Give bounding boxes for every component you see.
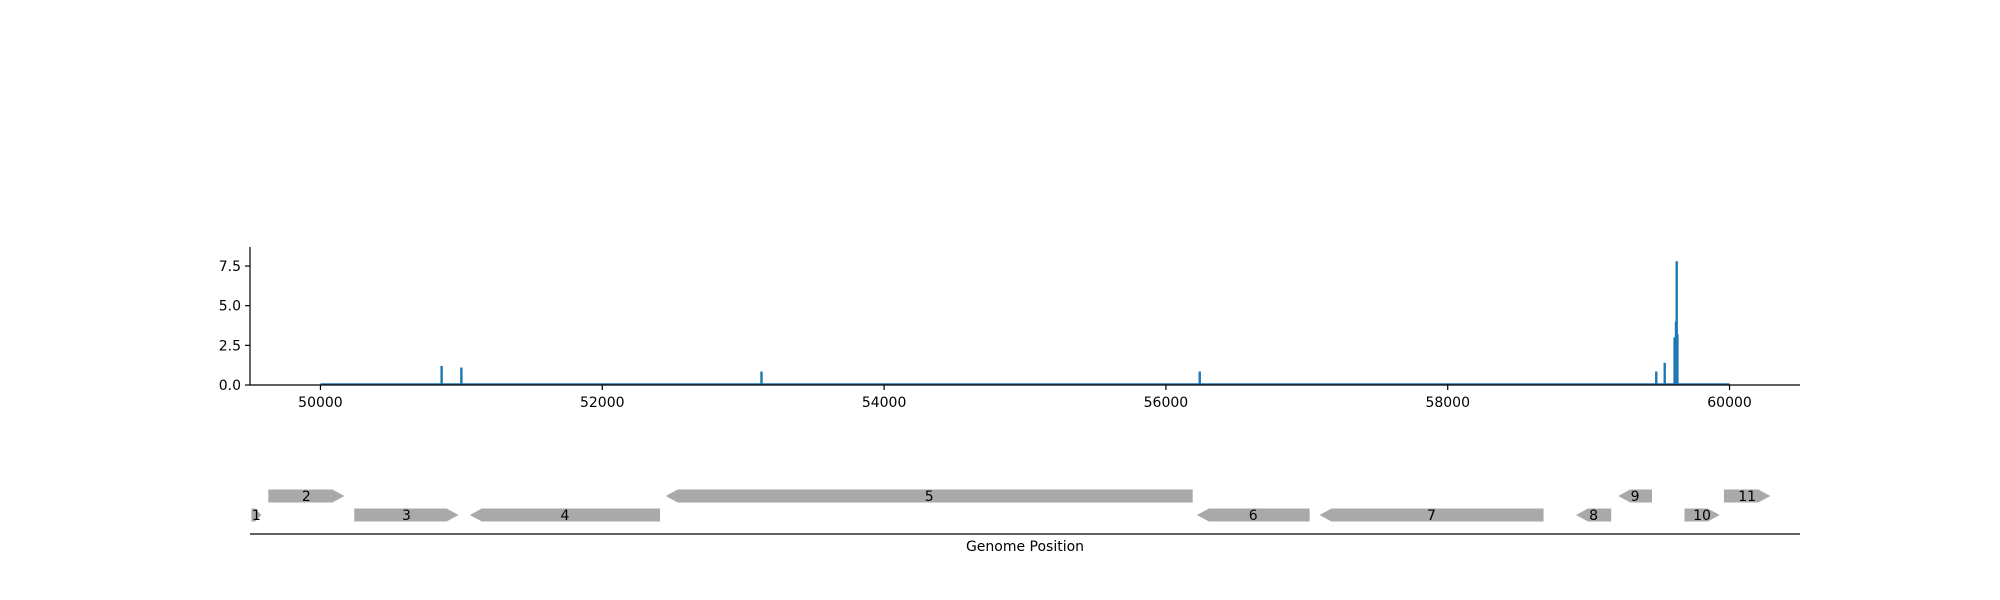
x-tick-label: 56000 [1144,395,1189,411]
signal-plot: 0.0 2.5 5.0 7.5 50000 52000 54000 56000 58000 60… [219,247,1800,411]
gene-arrow [1575,508,1612,522]
signal-y-ticks: 0.0 2.5 5.0 7.5 [219,259,250,394]
gene-arrow [251,508,262,522]
gene-label: 10 [1693,508,1711,524]
gene-track: 1 2 3 4 5 6 7 8 9 10 11 Genome Position [250,489,1800,555]
gene-label: 8 [1589,508,1598,524]
y-tick-label: 2.5 [219,338,241,354]
x-tick-label: 58000 [1425,395,1470,411]
gene-arrow [354,508,459,522]
gene-arrow [1684,508,1720,522]
gene-marks: 1 2 3 4 5 6 7 8 9 10 11 [251,489,1771,524]
gene-label: 6 [1249,508,1258,524]
x-tick-label: 60000 [1707,395,1752,411]
x-tick-label: 50000 [298,395,343,411]
signal-x-ticks: 50000 52000 54000 56000 58000 60000 [298,385,1752,411]
gene-label: 7 [1427,508,1436,524]
gene-arrow [1618,489,1653,503]
gene-label: 9 [1631,489,1640,505]
gene-track-xlabel: Genome Position [966,539,1084,555]
gene-arrow [1196,508,1310,522]
gene-label: 4 [560,508,569,524]
signal-marks [320,261,1730,386]
gene-arrow [469,508,661,522]
x-tick-label: 54000 [862,395,907,411]
gene-arrow [665,489,1193,503]
gene-arrow [1319,508,1544,522]
y-tick-label: 7.5 [219,259,241,275]
gene-label: 3 [402,508,411,524]
x-tick-label: 52000 [580,395,625,411]
y-tick-label: 5.0 [219,299,241,315]
gene-label: 11 [1738,489,1756,505]
gene-arrow [268,489,345,503]
gene-label: 2 [302,489,311,505]
y-tick-label: 0.0 [219,378,241,394]
gene-label: 5 [925,489,934,505]
gene-arrow [1723,489,1771,503]
gene-label: 1 [252,508,261,524]
